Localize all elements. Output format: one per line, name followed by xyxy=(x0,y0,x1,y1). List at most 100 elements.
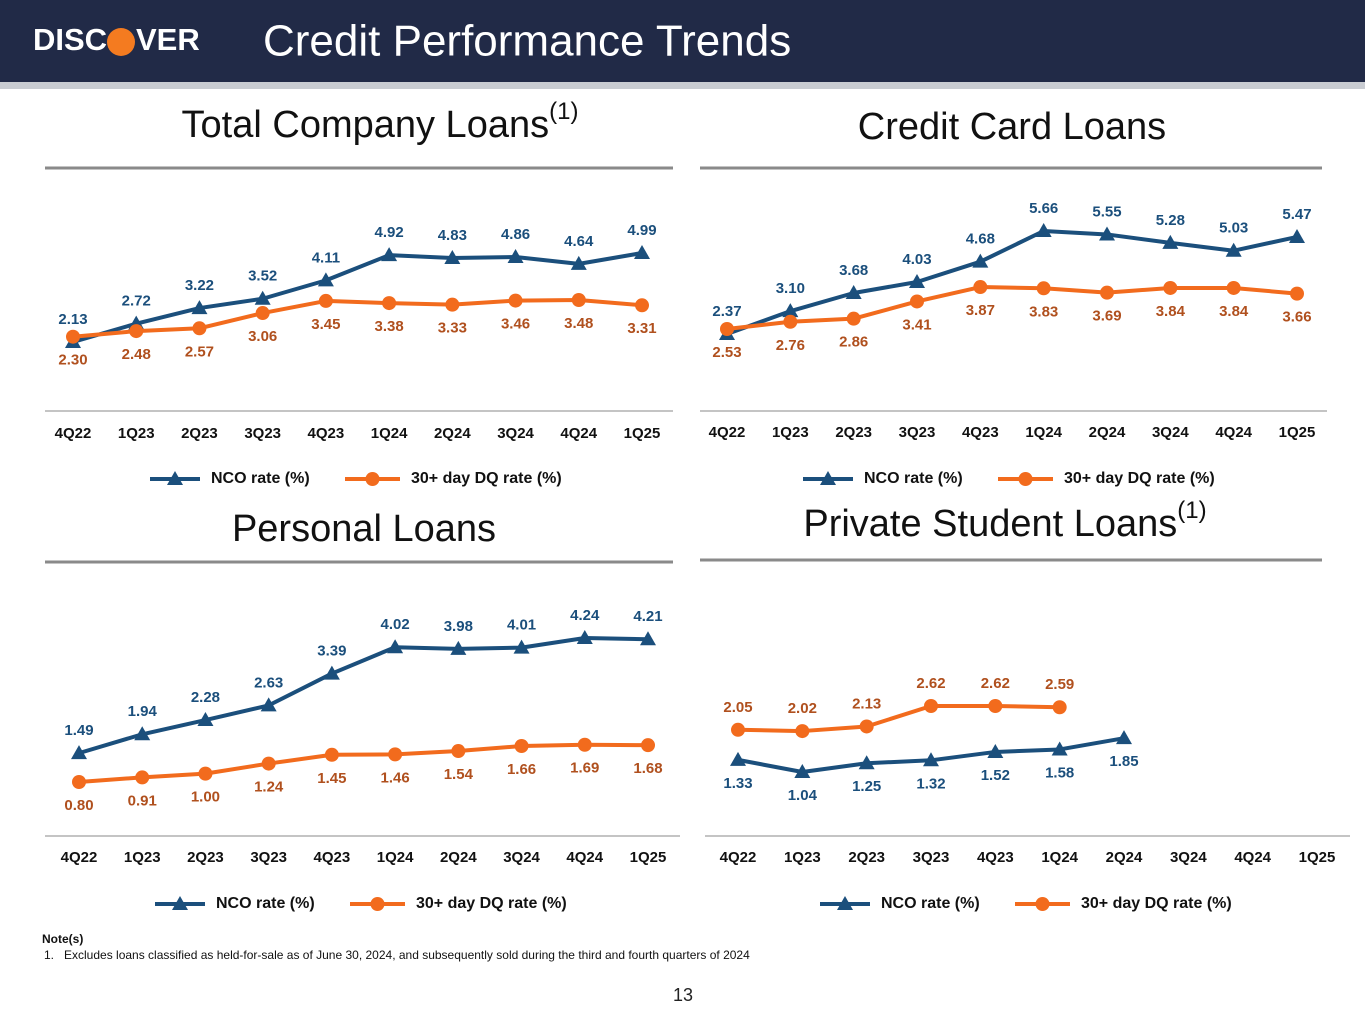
chart-title-text: Private Student Loans xyxy=(803,503,1177,545)
data-label: 1.46 xyxy=(381,769,410,786)
x-tick-label: 4Q24 xyxy=(566,849,603,866)
data-label: 1.49 xyxy=(64,722,93,739)
data-label: 1.68 xyxy=(633,760,662,777)
triangle-marker xyxy=(1035,223,1052,237)
x-tick-label: 2Q23 xyxy=(181,425,218,442)
x-tick-label: 3Q24 xyxy=(1170,849,1207,866)
circle-marker xyxy=(508,293,523,308)
x-tick-label: 2Q24 xyxy=(434,425,471,442)
data-label: 5.66 xyxy=(1029,200,1058,217)
data-label: 3.06 xyxy=(248,328,277,345)
data-label: 3.48 xyxy=(564,315,593,332)
chart-title: Credit Card Loans xyxy=(858,106,1166,148)
series-line xyxy=(78,636,649,756)
x-tick-label: 1Q25 xyxy=(630,849,667,866)
x-tick-label: 3Q23 xyxy=(913,849,950,866)
circle-marker xyxy=(910,294,924,309)
triangle-marker xyxy=(450,640,467,655)
x-tick-label: 3Q23 xyxy=(899,424,936,441)
x-tick-label: 4Q22 xyxy=(720,849,757,866)
circle-marker xyxy=(255,306,270,321)
data-label: 4.99 xyxy=(627,222,656,239)
x-tick-label: 4Q22 xyxy=(55,425,92,442)
triangle-marker xyxy=(254,290,271,305)
x-tick-label: 1Q23 xyxy=(784,849,821,866)
series-line xyxy=(78,742,649,784)
data-label: 4.68 xyxy=(966,231,995,248)
x-tick-label: 1Q23 xyxy=(772,424,809,441)
x-tick-label: 2Q24 xyxy=(440,849,477,866)
data-label: 3.98 xyxy=(444,618,473,635)
triangle-marker xyxy=(507,249,524,264)
data-label: 2.53 xyxy=(712,344,741,361)
x-tick-label: 1Q23 xyxy=(124,849,161,866)
x-tick-label: 1Q24 xyxy=(1025,424,1062,441)
triangle-marker xyxy=(730,751,746,766)
data-label: 0.80 xyxy=(64,797,93,814)
legend-marker xyxy=(837,896,853,910)
data-label: 1.94 xyxy=(128,703,158,720)
chart-title-superscript: (1) xyxy=(549,98,578,125)
data-label: 4.83 xyxy=(438,227,467,244)
data-label: 2.37 xyxy=(712,303,741,320)
chart-title-text: Personal Loans xyxy=(232,508,496,550)
data-label: 5.03 xyxy=(1219,220,1248,237)
triangle-marker xyxy=(1289,228,1305,243)
data-label: 0.91 xyxy=(128,792,157,809)
circle-marker xyxy=(1036,281,1051,296)
data-label: 3.87 xyxy=(966,302,995,319)
circle-marker xyxy=(1226,280,1241,295)
circle-marker xyxy=(641,738,655,753)
triangle-marker xyxy=(1099,226,1115,241)
x-tick-label: 4Q23 xyxy=(962,424,999,441)
x-tick-label: 3Q24 xyxy=(1152,424,1189,441)
data-label: 3.69 xyxy=(1092,308,1121,325)
data-label: 2.30 xyxy=(58,352,87,369)
circle-marker xyxy=(1290,286,1304,301)
circle-marker xyxy=(1052,700,1067,715)
data-label: 2.72 xyxy=(122,293,151,310)
legend-marker xyxy=(167,471,183,485)
chart-title-text: Total Company Loans xyxy=(182,104,550,146)
circle-marker xyxy=(635,298,649,313)
x-tick-label: 2Q24 xyxy=(1106,849,1143,866)
legend-marker xyxy=(1018,472,1033,486)
legend-label: 30+ day DQ rate (%) xyxy=(1081,895,1232,912)
data-label: 2.13 xyxy=(58,311,87,328)
circle-marker xyxy=(720,321,734,336)
x-tick-label: 3Q23 xyxy=(244,425,281,442)
data-label: 1.54 xyxy=(444,766,474,783)
data-label: 5.55 xyxy=(1092,203,1121,220)
circle-marker xyxy=(382,296,397,311)
triangle-marker xyxy=(570,255,587,270)
x-tick-label: 3Q24 xyxy=(497,425,534,442)
data-label: 4.11 xyxy=(312,249,340,266)
triangle-marker xyxy=(845,284,862,299)
series-line xyxy=(72,297,643,339)
data-label: 3.84 xyxy=(1219,303,1249,320)
series-line xyxy=(726,285,1298,331)
x-tick-label: 4Q24 xyxy=(560,425,597,442)
circle-marker xyxy=(988,699,1003,713)
circle-marker xyxy=(388,747,403,762)
triangle-marker xyxy=(134,726,151,741)
legend-label: NCO rate (%) xyxy=(881,895,980,912)
x-tick-label: 1Q24 xyxy=(371,425,408,442)
data-label: 3.39 xyxy=(317,643,346,660)
notes-heading: Note(s) xyxy=(42,932,83,946)
x-tick-label: 2Q23 xyxy=(848,849,885,866)
data-label: 1.69 xyxy=(570,760,599,777)
triangle-marker xyxy=(858,755,875,770)
triangle-marker xyxy=(634,245,650,259)
data-label: 4.86 xyxy=(501,226,530,243)
triangle-marker xyxy=(1116,730,1132,745)
data-label: 3.46 xyxy=(501,316,530,333)
triangle-marker xyxy=(323,665,340,680)
data-label: 1.33 xyxy=(723,775,752,792)
data-label: 2.02 xyxy=(788,700,817,717)
page-number: 13 xyxy=(673,985,693,1005)
x-tick-label: 4Q24 xyxy=(1234,849,1271,866)
triangle-marker xyxy=(381,247,398,262)
legend-label: NCO rate (%) xyxy=(211,470,310,487)
circle-marker xyxy=(261,756,276,771)
